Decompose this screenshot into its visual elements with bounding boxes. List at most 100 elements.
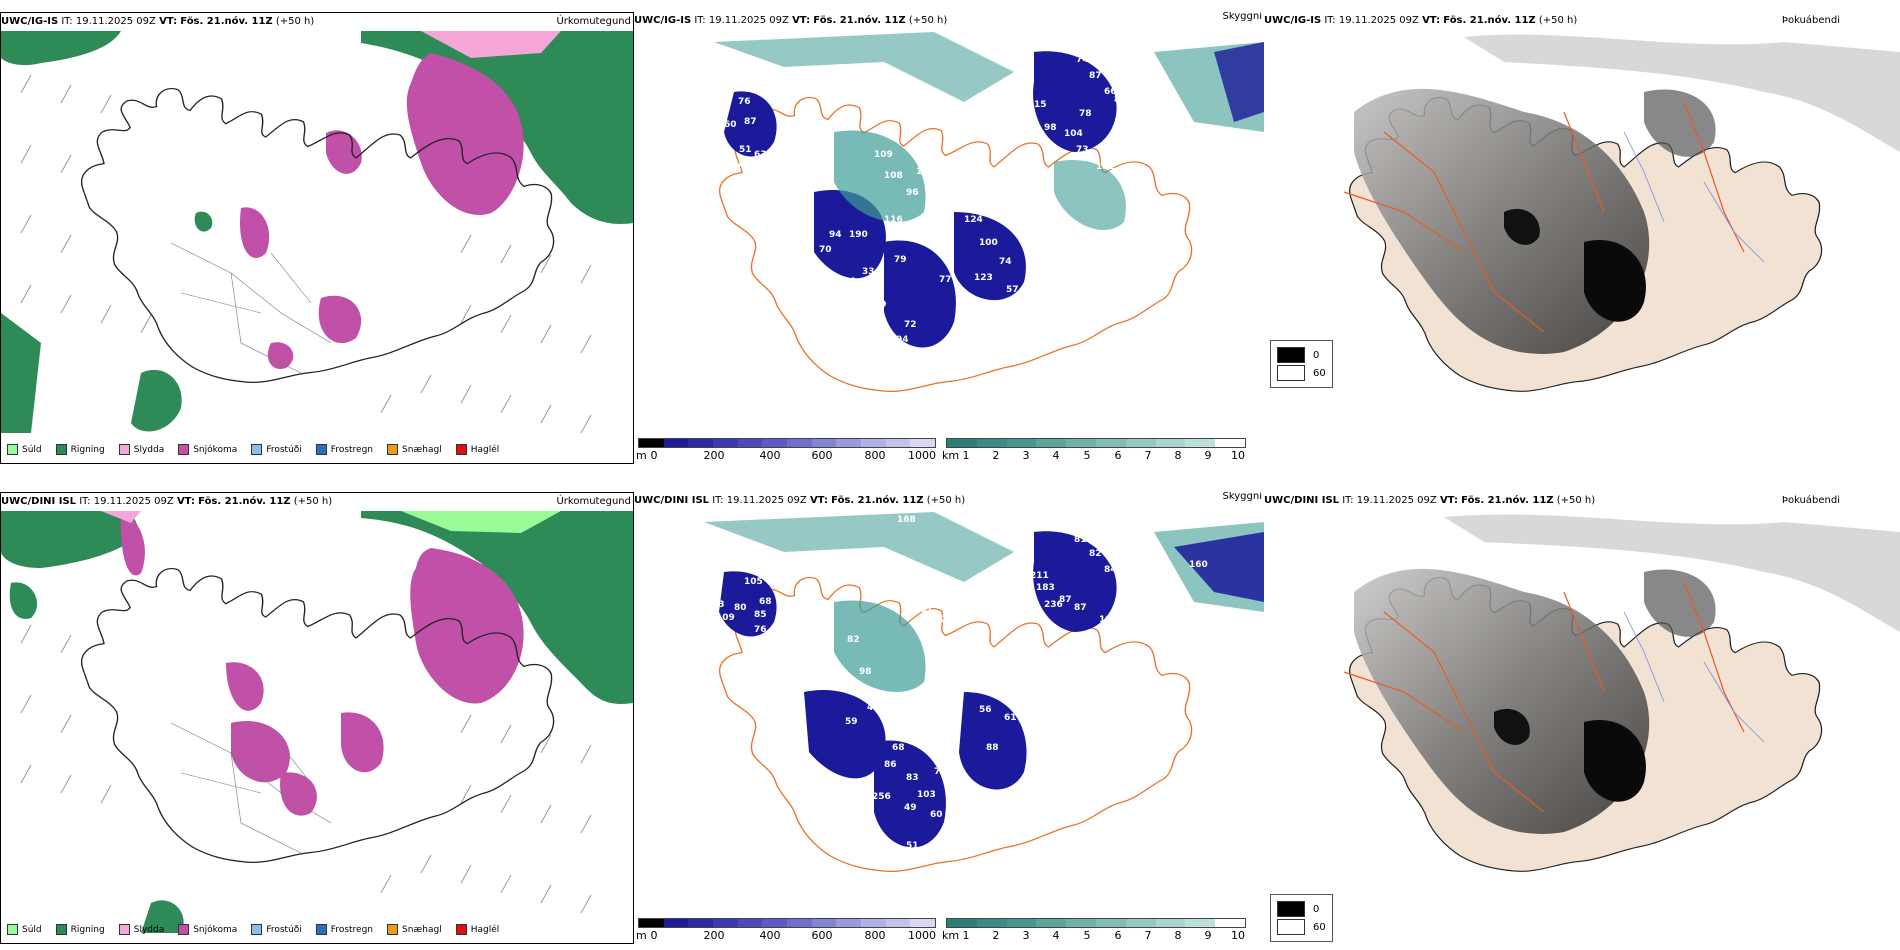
cloud-area	[959, 692, 1027, 790]
visibility-map: 81 106 82 84 87 133 160 196 208 88 105 6…	[634, 510, 1264, 910]
freezing-rain-swatch	[315, 444, 327, 455]
snow-area	[326, 130, 362, 174]
legend-label: Frostregn	[330, 444, 374, 455]
vis-value: 52	[934, 615, 947, 625]
product-name: Þokuábendi	[1781, 495, 1840, 506]
vis-value: 51	[906, 841, 919, 851]
legend-rain: Rigning	[55, 444, 105, 455]
tick: 9	[1204, 449, 1212, 462]
vis-value: 63	[930, 845, 943, 855]
rivers	[1623, 131, 1765, 263]
hail-swatch	[455, 924, 467, 935]
it-value: 19.11.2025 09Z	[708, 15, 789, 26]
tick: 7	[1144, 449, 1152, 462]
fog-legend-dark-label: 0	[1313, 903, 1320, 915]
precip-map	[1, 31, 633, 463]
vis-value: 60	[884, 367, 897, 377]
vis-value: 77	[939, 275, 952, 285]
vis-area	[834, 600, 926, 692]
it-value: 19.11.2025 09Z	[93, 496, 174, 507]
vis-value: 33	[862, 267, 875, 277]
vt-label: VT:	[1422, 15, 1441, 26]
tick: 8	[1174, 929, 1182, 942]
vis-value: 60	[724, 120, 737, 130]
vis-value: 74	[904, 377, 917, 387]
vis-colorbar-ticks: km 1 2 3 4 5 6 7 8 9 10	[942, 448, 1246, 462]
vis-value: 87	[1059, 595, 1072, 605]
legend-snow: Snjókoma	[178, 924, 237, 935]
cloud-area	[724, 91, 777, 157]
cloud-area	[719, 571, 777, 637]
legend-label: Haglél	[470, 444, 500, 455]
vis-value: 105	[934, 195, 953, 205]
rain-area	[9, 582, 38, 619]
cloud-unit: m	[636, 929, 647, 942]
vis-value: 78	[1079, 109, 1092, 119]
vis-value: 94	[979, 685, 992, 695]
vis-value: 160	[1189, 560, 1208, 570]
vis-value: 72	[904, 320, 917, 330]
vis-value: 96	[906, 188, 919, 198]
vis-value: 90	[824, 680, 837, 690]
it-value: 19.11.2025 09Z	[75, 16, 156, 27]
vis-value: 80	[1114, 95, 1127, 105]
vis-value: 79	[934, 767, 947, 777]
cloud-colorbar-gradient	[638, 918, 936, 928]
vt-label: VT:	[176, 496, 195, 507]
vis-value: 116	[884, 215, 903, 225]
vis-value: 107	[934, 650, 953, 660]
cloud-colorbar-ticks: m 0 200 400 600 800 1000	[636, 448, 936, 462]
vis-value: 105	[744, 577, 763, 587]
sleet-area	[101, 511, 141, 523]
wind-barbs	[20, 624, 592, 914]
product-name: Þokuábendi	[1781, 15, 1840, 26]
tick: 600	[811, 929, 833, 942]
bottom-precip-title: UWC/DINI ISL IT: 19.11.2025 09Z VT: Fös.…	[1, 493, 633, 511]
vt-value: Fös. 21.nóv. 11Z	[1461, 495, 1554, 506]
vis-colorbar: km 1 2 3 4 5 6 7 8 9 10	[942, 918, 1246, 942]
fog-area	[1644, 569, 1716, 637]
vis-value: 92	[729, 163, 742, 173]
vt-value: Fös. 21.nóv. 11Z	[813, 15, 906, 26]
vis-value: 138	[1002, 175, 1021, 185]
snow-swatch	[178, 444, 190, 455]
vis-value: 196	[1099, 615, 1118, 625]
top-vis-panel: UWC/IG-IS IT: 19.11.2025 09Z VT: Fös. 21…	[634, 12, 1264, 464]
vis-value: 87	[1089, 71, 1102, 81]
vis-value: 81	[1074, 535, 1087, 545]
cloud-colorbar-gradient	[638, 438, 936, 448]
rain-area	[141, 900, 184, 933]
drizzle-swatch	[7, 444, 18, 455]
legend-drizzle: Súld	[7, 924, 42, 935]
vis-area	[1054, 160, 1126, 231]
fog-map	[1264, 30, 1900, 430]
tick: 8	[1174, 449, 1182, 462]
legend-label: Súld	[22, 444, 42, 455]
legend-freezing-drizzle: Frostúði	[251, 924, 302, 935]
vis-value: 211	[1030, 571, 1049, 581]
legend-sleet: Slydda	[118, 924, 164, 935]
vis-value: 90	[1126, 105, 1139, 115]
tick: 2	[992, 449, 1000, 462]
vt-label: VT:	[1439, 495, 1458, 506]
fog-area	[1644, 89, 1716, 157]
snow-area	[318, 295, 362, 344]
vis-value: 97	[896, 700, 909, 710]
vis-value: 183	[1036, 583, 1055, 593]
top-fog-title: UWC/IG-IS IT: 19.11.2025 09Z VT: Fös. 21…	[1264, 12, 1900, 30]
cloud-area	[804, 690, 886, 779]
roads	[170, 722, 332, 854]
rain-swatch	[55, 924, 67, 935]
tick: 7	[1144, 929, 1152, 942]
legend-freezing-drizzle: Frostúði	[251, 444, 302, 455]
vis-value: 56	[979, 705, 992, 715]
it-label: IT:	[1324, 15, 1336, 26]
vis-value: 83	[906, 773, 919, 783]
wind-barbs	[20, 74, 592, 434]
vis-value: 89	[874, 300, 887, 310]
snow-area	[226, 662, 264, 711]
legend-rain: Rigning	[55, 924, 105, 935]
vis-value: 15	[794, 195, 807, 205]
freezing-drizzle-swatch	[251, 444, 263, 455]
legend-freezing-rain: Frostregn	[315, 444, 374, 455]
